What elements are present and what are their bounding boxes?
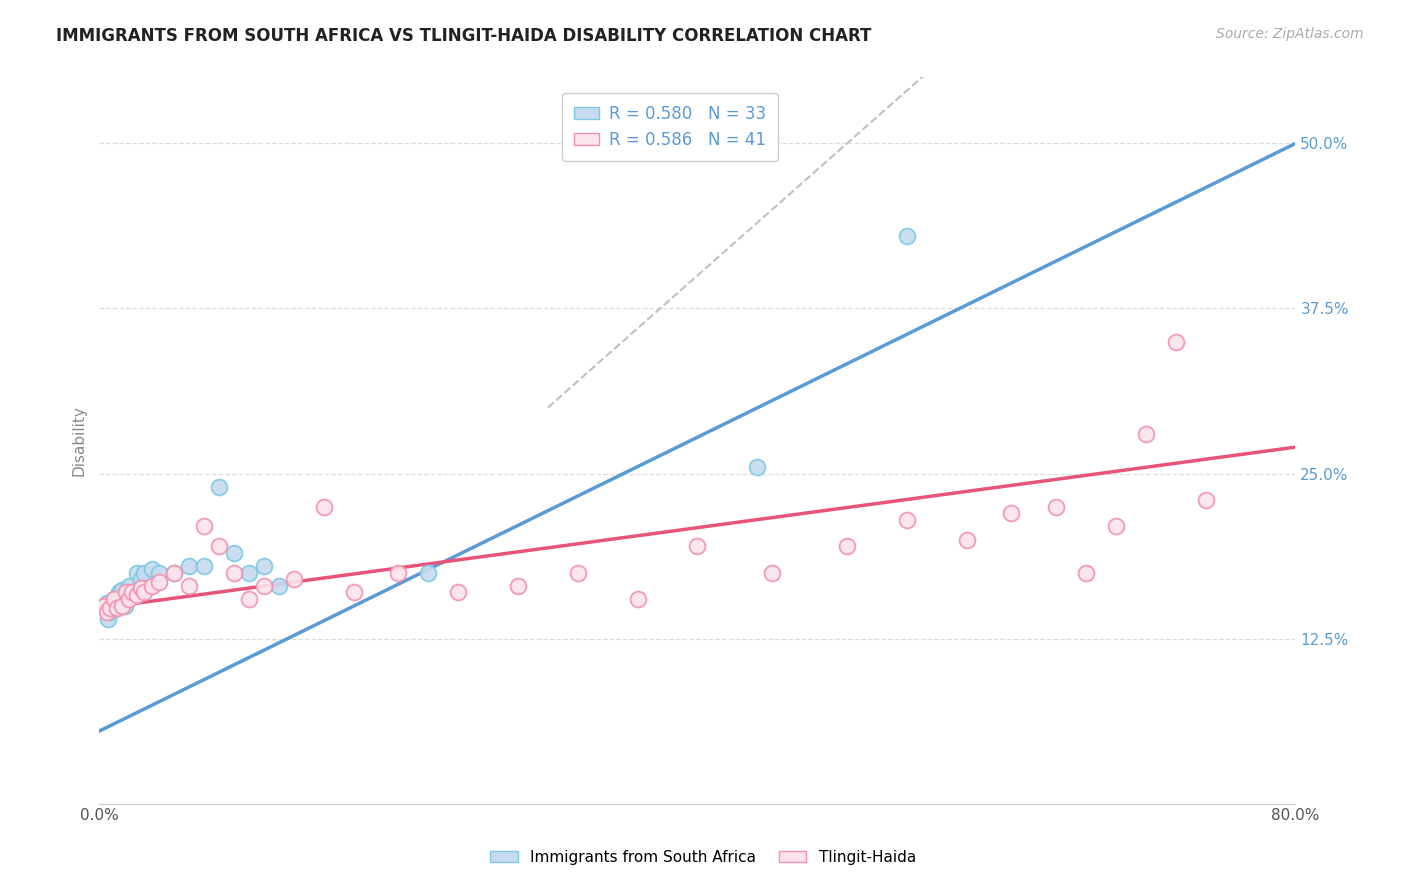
Point (1076, 566, 1098, 580)
Point (125, 588, 148, 602)
Point (101, 601, 124, 615)
Point (1105, 519, 1128, 533)
Point (387, 566, 409, 580)
Point (208, 480, 231, 494)
Point (253, 558, 276, 573)
Point (1045, 500, 1067, 514)
Point (447, 585, 470, 599)
Point (506, 579, 529, 593)
Point (103, 591, 125, 606)
Point (567, 566, 589, 580)
Point (134, 585, 156, 599)
Point (112, 591, 135, 606)
Point (98, 601, 121, 615)
Point (111, 599, 134, 613)
Point (100, 599, 122, 613)
Point (418, 566, 440, 580)
Point (342, 585, 364, 599)
Point (283, 572, 305, 586)
Point (115, 585, 138, 599)
Point (110, 588, 132, 602)
Point (105, 601, 128, 615)
Point (129, 572, 152, 586)
Point (96, 596, 118, 610)
Point (148, 574, 170, 589)
Point (747, 459, 769, 474)
Point (312, 500, 335, 514)
Point (1135, 426, 1157, 441)
Point (686, 539, 709, 553)
Point (238, 591, 260, 606)
Point (267, 579, 290, 593)
Point (141, 579, 163, 593)
Y-axis label: Disability: Disability (72, 405, 86, 476)
Point (121, 585, 143, 599)
Point (193, 519, 215, 533)
Point (1195, 492, 1218, 507)
Text: Source: ZipAtlas.com: Source: ZipAtlas.com (1216, 27, 1364, 41)
Point (179, 558, 201, 573)
Point (1164, 334, 1187, 349)
Point (121, 585, 143, 599)
Point (129, 582, 152, 596)
Point (96, 605, 118, 619)
Point (97, 612, 120, 626)
Point (253, 579, 276, 593)
Point (163, 566, 186, 580)
Point (118, 591, 141, 606)
Point (104, 596, 127, 610)
Point (93, 599, 115, 613)
Point (208, 539, 231, 553)
Point (148, 566, 170, 580)
Point (627, 591, 650, 606)
Point (222, 546, 245, 560)
Point (134, 566, 156, 580)
Point (238, 566, 260, 580)
Legend: Immigrants from South Africa, Tlingit-Haida: Immigrants from South Africa, Tlingit-Ha… (484, 844, 922, 871)
Point (193, 558, 215, 573)
Point (111, 582, 134, 597)
Point (125, 566, 148, 580)
Point (141, 561, 163, 575)
Point (222, 566, 245, 580)
Point (896, 228, 918, 243)
Point (108, 585, 131, 599)
Point (98, 605, 121, 619)
Point (105, 601, 128, 615)
Point (163, 566, 186, 580)
Point (114, 599, 136, 613)
Legend: R = 0.580   N = 33, R = 0.586   N = 41: R = 0.580 N = 33, R = 0.586 N = 41 (562, 93, 778, 161)
Text: IMMIGRANTS FROM SOUTH AFRICA VS TLINGIT-HAIDA DISABILITY CORRELATION CHART: IMMIGRANTS FROM SOUTH AFRICA VS TLINGIT-… (56, 27, 872, 45)
Point (118, 579, 141, 593)
Point (179, 579, 201, 593)
Point (896, 513, 918, 527)
Point (955, 533, 977, 547)
Point (115, 585, 138, 599)
Point (835, 539, 858, 553)
Point (93, 601, 115, 615)
Point (103, 591, 125, 606)
Point (761, 566, 783, 580)
Point (1000, 506, 1022, 520)
